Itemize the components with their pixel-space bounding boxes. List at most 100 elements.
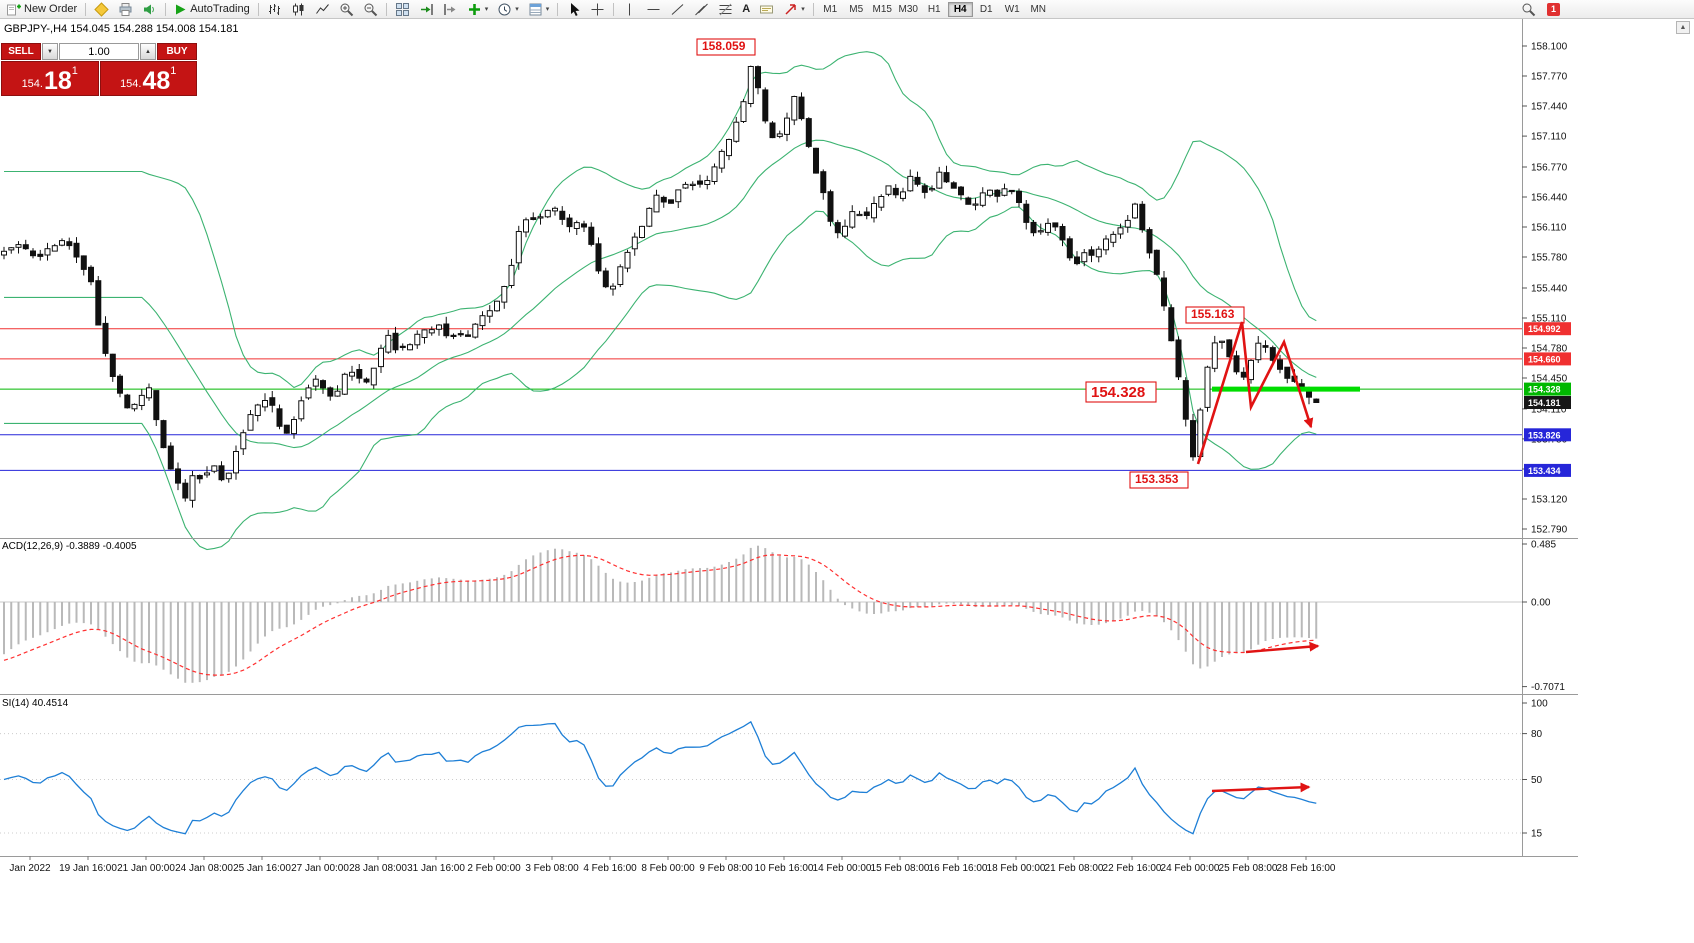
timeframe-d1[interactable]: D1 [974, 2, 999, 17]
fibonacci-button[interactable] [714, 1, 737, 17]
price-annotation-box[interactable] [696, 38, 756, 56]
trendline-icon [671, 3, 684, 15]
auto-scroll-button[interactable] [415, 1, 438, 17]
timeframe-m30[interactable]: M30 [896, 2, 921, 17]
svg-text:-0.7071: -0.7071 [1531, 682, 1565, 693]
volume-input[interactable] [59, 43, 139, 60]
sell-price-button[interactable]: 154. 18 1 [1, 61, 99, 96]
svg-text:153.434: 153.434 [1528, 466, 1561, 476]
timeframe-h1[interactable]: H1 [922, 2, 947, 17]
svg-text:28 Jan 08:00: 28 Jan 08:00 [349, 863, 407, 874]
clock-icon [498, 3, 511, 15]
play-icon [176, 4, 186, 14]
arrows-tool-button[interactable]: ▾ [779, 1, 809, 17]
price-annotation-box[interactable] [1185, 306, 1245, 324]
line-chart-button[interactable] [311, 1, 334, 17]
trend-arrow[interactable] [1196, 321, 1314, 465]
svg-text:25 Feb 08:00: 25 Feb 08:00 [1219, 863, 1278, 874]
rsi-indicator-label: SI(14) 40.4514 [2, 698, 69, 709]
autotrading-button[interactable]: AutoTrading [170, 1, 254, 17]
vertical-line-icon [629, 3, 631, 15]
templates-button[interactable]: ▾ [524, 1, 554, 17]
chart-window: 158.100 157.770 157.440 157.110 156.770 156.4… [0, 19, 1694, 943]
volume-increase-button[interactable]: ▲ [140, 43, 156, 60]
zoom-out-button[interactable] [359, 1, 382, 17]
chevron-down-icon: ▾ [545, 5, 550, 13]
channel-button[interactable] [690, 1, 713, 17]
toolbar-separator [557, 2, 559, 16]
new-order-icon [7, 4, 21, 15]
candlestick-chart-icon [292, 3, 304, 15]
printer-icon [119, 2, 132, 16]
svg-text:18 Feb 00:00: 18 Feb 00:00 [987, 863, 1046, 874]
svg-text:154.328: 154.328 [1091, 384, 1145, 401]
trend-arrow[interactable] [1245, 641, 1320, 654]
svg-text:153.826: 153.826 [1528, 430, 1561, 440]
sell-button[interactable]: SELL [1, 43, 41, 60]
svg-text:28 Feb 16:00: 28 Feb 16:00 [1277, 863, 1336, 874]
macd-panel: 0.485 0.00 -0.7071 [0, 539, 1565, 693]
rsi-panel: 100 80 50 15 [0, 699, 1548, 839]
svg-text:158.100: 158.100 [1531, 42, 1568, 53]
chart-ohlc-info: GBPJPY-,H4 154.045 154.288 154.008 154.1… [4, 23, 239, 35]
periods-button[interactable]: ▾ [493, 1, 523, 17]
svg-text:21 Jan 00:00: 21 Jan 00:00 [117, 863, 175, 874]
timeframe-m1[interactable]: M1 [818, 2, 843, 17]
text-label-button[interactable] [755, 1, 778, 17]
arrow-shape-icon [785, 3, 796, 15]
svg-text:14 Feb 00:00: 14 Feb 00:00 [813, 863, 872, 874]
svg-text:0.00: 0.00 [1531, 598, 1551, 609]
timeframe-m15[interactable]: M15 [870, 2, 895, 17]
chevron-down-icon: ▾ [484, 5, 489, 13]
chart-canvas[interactable]: 158.100 157.770 157.440 157.110 156.770 156.4… [0, 19, 1694, 943]
candlestick-chart-button[interactable] [287, 1, 310, 17]
timeframe-mn[interactable]: MN [1026, 2, 1051, 17]
svg-text:152.790: 152.790 [1531, 525, 1568, 536]
svg-text:9 Feb 08:00: 9 Feb 08:00 [699, 863, 753, 874]
price-annotation-box[interactable] [1085, 381, 1157, 403]
vertical-line-button[interactable] [618, 1, 641, 17]
tile-windows-icon [395, 2, 409, 16]
zoom-in-button[interactable] [335, 1, 358, 17]
toolbar-separator [613, 2, 615, 16]
text-tool-button[interactable]: A [738, 1, 754, 17]
volume-decrease-button[interactable]: ▼ [42, 43, 58, 60]
new-order-button[interactable]: New Order [2, 1, 81, 17]
cursor-button[interactable] [562, 1, 585, 17]
timeframe-h4[interactable]: H4 [947, 1, 973, 17]
buy-price-button[interactable]: 154. 48 1 [99, 61, 197, 96]
trendline-button[interactable] [666, 1, 689, 17]
tile-windows-button[interactable] [391, 1, 414, 17]
text-label-icon [760, 5, 774, 13]
text-tool-label: A [742, 3, 751, 15]
search-button[interactable] [1517, 1, 1540, 17]
zoom-out-icon [364, 3, 377, 16]
horizontal-line-button[interactable] [642, 1, 665, 17]
toolbar-separator [812, 2, 814, 16]
crosshair-button[interactable] [586, 1, 609, 17]
bar-chart-icon [268, 3, 280, 15]
zoom-in-icon [340, 3, 353, 16]
sell-price-pips: 18 [43, 67, 72, 95]
sound-button[interactable] [138, 1, 161, 17]
indicators-button[interactable]: ▾ [463, 1, 493, 17]
cursor-icon [571, 2, 580, 16]
notification-badge[interactable]: 1 [1547, 2, 1560, 16]
timeframe-m5[interactable]: M5 [844, 2, 869, 17]
chart-shift-button[interactable] [439, 1, 462, 17]
scroll-up-button[interactable]: ▲ [1676, 21, 1690, 34]
metaeditor-button[interactable] [90, 1, 113, 17]
buy-button[interactable]: BUY [157, 43, 197, 60]
svg-text:153.120: 153.120 [1531, 494, 1568, 505]
chart-shift-icon [443, 3, 456, 15]
svg-text:25 Jan 16:00: 25 Jan 16:00 [233, 863, 291, 874]
options-button[interactable] [114, 1, 137, 17]
trend-arrow[interactable] [1211, 782, 1311, 793]
svg-text:0.485: 0.485 [1531, 539, 1556, 550]
timeframe-w1[interactable]: W1 [1000, 2, 1025, 17]
svg-text:Jan 2022: Jan 2022 [9, 863, 51, 874]
svg-text:21 Feb 08:00: 21 Feb 08:00 [1045, 863, 1104, 874]
bar-chart-button[interactable] [263, 1, 286, 17]
price-annotation-box[interactable] [1129, 471, 1189, 489]
one-click-top-row: SELL ▼ ▲ BUY [1, 43, 197, 60]
